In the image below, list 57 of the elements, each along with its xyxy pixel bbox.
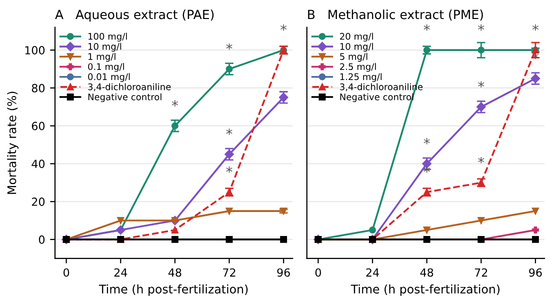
point	[423, 226, 430, 234]
legend-label: 20 mg/l	[340, 32, 373, 42]
legend-label: 1 mg/l	[88, 52, 116, 62]
y-tick-label: 80	[32, 84, 45, 92]
annotation: *	[280, 24, 287, 31]
annotation: *	[424, 24, 430, 31]
x-axis-title: Time (h post-fertilization)	[350, 284, 500, 296]
legend-label: 2.5 mg/l	[340, 63, 376, 72]
legend-label: 0.01 mg/l	[88, 73, 130, 82]
point	[532, 226, 539, 234]
annotation: *	[226, 43, 232, 50]
y-tick-label: 40	[32, 160, 45, 168]
annotation: *	[478, 24, 484, 31]
point	[117, 217, 124, 224]
legend-label: 10 mg/l	[340, 42, 373, 52]
annotation: *	[532, 24, 539, 31]
y-tick-label: 60	[32, 122, 45, 130]
x-tick-label: 72	[223, 268, 236, 277]
annotation: *	[478, 156, 484, 164]
annotation: *	[226, 166, 232, 173]
x-tick-label: 24	[114, 268, 128, 277]
x-tick-label: 0	[64, 268, 70, 277]
chart-title: A Aqueous extract (PAE)	[55, 10, 214, 22]
x-tick-label: 96	[277, 268, 290, 277]
point	[532, 236, 539, 243]
point	[226, 208, 233, 215]
legend-label: Negative control	[88, 93, 162, 102]
legend-label: 100 mg/l	[88, 32, 127, 42]
point	[171, 226, 178, 234]
point	[369, 226, 376, 234]
point	[478, 217, 485, 224]
annotation: *	[226, 128, 232, 135]
point	[171, 236, 178, 243]
x-tick-label: 72	[474, 268, 488, 277]
legend-label: 3,4-dichloroaniline	[88, 83, 171, 92]
chart-title: B Methanolic extract (PME)	[308, 10, 483, 21]
x-tick-label: 48	[420, 268, 434, 277]
legend-label: 5 mg/l	[340, 52, 368, 62]
y-axis-title: Mortality rate (%)	[7, 92, 19, 194]
legend-label: 1.25 mg/l	[340, 73, 382, 82]
annotation: *	[172, 100, 178, 106]
point	[226, 236, 233, 243]
x-axis-title: Time (h post-fertilization)	[98, 284, 248, 296]
point	[423, 236, 430, 243]
y-tick-label: 20	[32, 198, 45, 206]
y-tick-label: 0	[38, 235, 45, 244]
x-tick-label: 0	[315, 268, 321, 277]
x-tick-label: 96	[529, 268, 542, 277]
y-tick-label: 100	[25, 46, 45, 54]
x-tick-label: 48	[168, 268, 182, 277]
point	[532, 208, 539, 215]
x-tick-label: 24	[366, 268, 379, 277]
annotation: *	[424, 138, 430, 144]
legend-label: 0.1 mg/l	[88, 63, 124, 72]
annotation: *	[478, 81, 484, 88]
legend-label: 10 mg/l	[88, 42, 122, 52]
point	[280, 236, 288, 243]
